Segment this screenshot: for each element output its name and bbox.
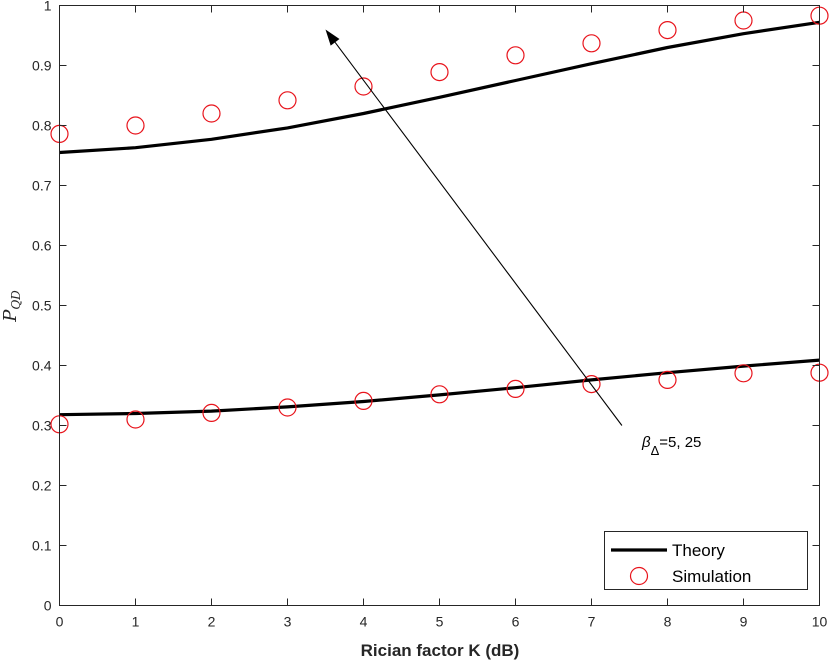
y-tick-label-7: 0.7 (32, 178, 52, 194)
simulation-point-0-1 (126, 116, 145, 135)
x-tick-label-2: 2 (208, 614, 216, 630)
y-tick-label-8: 0.8 (32, 118, 52, 134)
y-tick-label-0: 0 (44, 598, 52, 614)
annotation: βΔ=5, 25 (325, 29, 701, 458)
simulation-point-1-6 (506, 379, 525, 398)
y-tick-label-4: 0.4 (32, 358, 52, 374)
legend-box (604, 531, 808, 590)
simulation-point-1-9 (734, 364, 753, 383)
simulation-point-0-8 (658, 21, 677, 40)
simulation-point-0-5 (430, 62, 449, 82)
simulation-point-0-7 (582, 34, 601, 53)
y-tick-label-2: 0.2 (32, 478, 52, 494)
annotation-label: βΔ=5, 25 (641, 434, 701, 458)
x-tick-label-6: 6 (512, 614, 520, 630)
simulation-point-1-7 (582, 375, 601, 394)
simulation-point-1-5 (430, 385, 449, 404)
annotation-arrowhead (325, 29, 340, 46)
plot-frame (59, 5, 820, 606)
x-tick-label-0: 0 (56, 614, 64, 630)
simulation-point-0-9 (734, 11, 753, 30)
axis-ticks: 0 1 2 3 4 5 6 7 8 9 10 0 0.1 0.2 0.3 0.4 0.5 0.6 0.7 0.8 0.9… (32, 0, 827, 630)
legend-simulation-marker (629, 566, 649, 586)
y-tick-label-10: 1 (44, 0, 52, 14)
y-tick-label-9: 0.9 (32, 58, 52, 74)
plot-marks (50, 6, 829, 434)
x-tick-label-9: 9 (740, 614, 748, 630)
x-tick-label-10: 10 (812, 614, 828, 630)
legend-simulation-label: Simulation (672, 567, 751, 586)
x-tick-label-5: 5 (436, 614, 444, 630)
simulation-point-1-4 (354, 391, 373, 410)
simulation-point-1-1 (126, 410, 145, 429)
legend-theory-label: Theory (672, 541, 725, 560)
x-tick-label-3: 3 (284, 614, 292, 630)
simulation-point-1-3 (278, 398, 297, 417)
y-axis-label: PQD (0, 290, 23, 323)
simulation-point-0-3 (278, 91, 297, 110)
simulation-point-0-4 (354, 77, 373, 96)
x-tick-label-7: 7 (588, 614, 596, 630)
x-tick-label-4: 4 (360, 614, 368, 630)
legend: Theory Simulation (604, 531, 808, 590)
simulation-point-0-2 (202, 104, 221, 123)
simulation-point-1-8 (658, 370, 677, 389)
x-axis-label: Rician factor K (dB) (361, 641, 520, 660)
y-tick-label-3: 0.3 (32, 418, 52, 434)
x-tick-label-1: 1 (132, 614, 140, 630)
theory-curve-1 (59, 358, 820, 417)
y-tick-label-1: 0.1 (32, 538, 52, 554)
theory-curve-0 (59, 20, 820, 155)
y-tick-label-5: 0.5 (32, 298, 52, 314)
x-tick-label-8: 8 (664, 614, 672, 630)
simulation-point-0-6 (506, 46, 525, 65)
annotation-arrow-line (334, 41, 623, 426)
simulation-point-1-2 (202, 403, 221, 422)
y-tick-label-6: 0.6 (32, 238, 52, 254)
